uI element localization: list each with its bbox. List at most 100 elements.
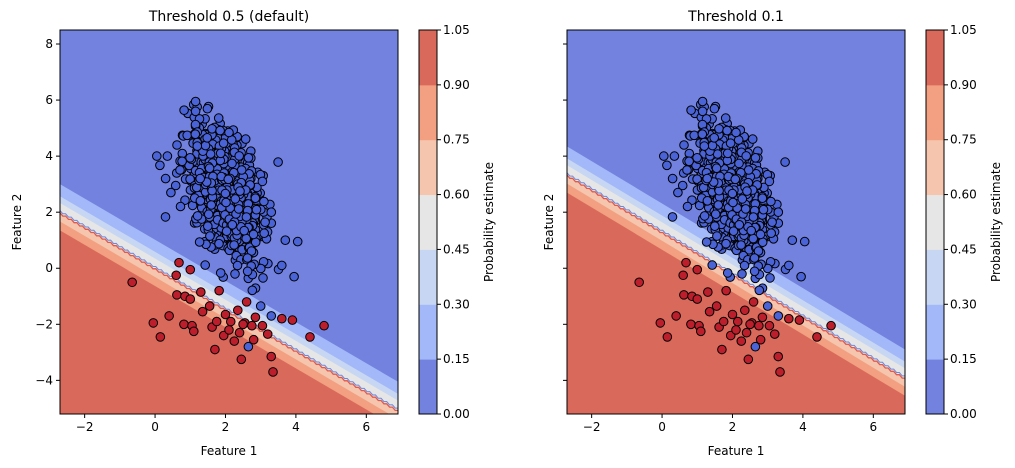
point-positive <box>236 354 247 365</box>
colorbar-band <box>926 359 944 415</box>
colorbar-band <box>419 304 437 360</box>
point-negative <box>260 217 270 227</box>
point-negative <box>155 160 165 171</box>
point-negative <box>799 236 810 247</box>
point-negative <box>227 220 238 230</box>
point-negative <box>669 151 680 161</box>
point-negative <box>707 140 718 151</box>
point-positive <box>721 285 731 296</box>
point-negative <box>185 174 195 184</box>
point-positive <box>692 264 703 275</box>
point-negative <box>179 105 189 115</box>
point-negative <box>256 263 266 274</box>
probability-contours <box>567 30 905 414</box>
point-negative <box>170 180 181 191</box>
x-tick-label: −2 <box>76 420 94 434</box>
point-negative <box>277 260 287 271</box>
point-negative <box>242 266 253 277</box>
decision-boundary-edge <box>567 172 905 377</box>
point-positive <box>185 294 196 304</box>
point-negative <box>224 127 234 138</box>
point-negative <box>221 226 232 236</box>
colorbar-tick-label: 1.05 <box>443 23 470 37</box>
point-negative <box>766 196 776 207</box>
point-negative <box>754 285 765 296</box>
point-negative <box>709 103 720 114</box>
chart-title: Threshold 0.1 <box>687 9 784 25</box>
point-negative <box>692 174 702 184</box>
point-negative <box>215 268 226 278</box>
point-positive <box>692 294 703 304</box>
data-points <box>127 96 329 377</box>
point-negative <box>784 260 794 271</box>
point-negative <box>757 237 768 247</box>
point-positive <box>174 257 184 268</box>
point-positive <box>257 320 268 331</box>
point-positive <box>179 319 189 330</box>
point-negative <box>667 212 678 222</box>
point-negative <box>289 271 299 282</box>
point-positive <box>247 320 257 331</box>
point-positive <box>748 297 759 307</box>
point-negative <box>177 156 187 167</box>
point-negative <box>200 140 211 151</box>
point-negative <box>232 260 243 271</box>
point-negative <box>736 240 746 250</box>
colorbar-band <box>926 84 944 141</box>
point-positive <box>634 277 644 288</box>
colorbar-tick-label: 0.15 <box>950 352 977 366</box>
point-negative <box>682 165 692 175</box>
point-negative <box>250 237 261 247</box>
colorbar-frame <box>418 29 438 415</box>
point-negative <box>742 186 752 196</box>
y-tick-label: −4 <box>35 373 53 387</box>
point-negative <box>162 151 173 161</box>
point-negative <box>748 233 759 244</box>
point-negative <box>259 196 269 207</box>
point-negative <box>697 129 708 139</box>
point-positive <box>225 316 236 327</box>
colorbar-band <box>419 194 437 250</box>
point-negative <box>731 127 741 138</box>
point-negative <box>230 269 240 279</box>
point-negative <box>773 311 784 321</box>
point-negative <box>205 231 215 241</box>
point-negative <box>725 138 736 148</box>
point-negative <box>684 156 694 167</box>
panel-1: −2 0 2 4 6 −4 −2 0 2 4 6 8 Threshold 0.5 (default) Fe… <box>10 9 496 458</box>
point-positive <box>185 264 196 275</box>
point-negative <box>727 188 738 199</box>
point-positive <box>732 316 743 327</box>
point-negative <box>764 176 775 187</box>
point-negative <box>175 201 186 212</box>
y-tick-label: 0 <box>45 261 53 275</box>
point-negative <box>218 138 229 148</box>
point-positive <box>686 319 696 330</box>
point-negative <box>233 204 244 214</box>
y-tick-label: 2 <box>45 205 53 219</box>
colorbar-tick-label: 0.60 <box>443 188 470 202</box>
point-negative <box>160 212 171 222</box>
point-negative <box>714 124 724 134</box>
point-negative <box>241 233 251 244</box>
point-negative <box>702 173 713 184</box>
point-negative <box>192 211 203 221</box>
point-negative <box>241 212 252 222</box>
point-negative <box>728 197 738 208</box>
point-negative <box>255 301 266 311</box>
point-positive <box>671 311 681 321</box>
point-positive <box>233 305 243 316</box>
point-positive <box>745 319 755 330</box>
point-negative <box>711 163 722 173</box>
point-positive <box>171 270 181 281</box>
point-positive <box>655 318 666 328</box>
y-tick-label: 8 <box>45 37 53 51</box>
point-positive <box>718 316 729 327</box>
point-negative <box>213 113 224 123</box>
point-positive <box>229 336 240 346</box>
x-tick-label: 6 <box>362 420 370 434</box>
point-negative <box>667 173 678 184</box>
point-negative <box>229 240 239 250</box>
point-positive <box>769 329 780 339</box>
point-positive <box>196 287 206 297</box>
